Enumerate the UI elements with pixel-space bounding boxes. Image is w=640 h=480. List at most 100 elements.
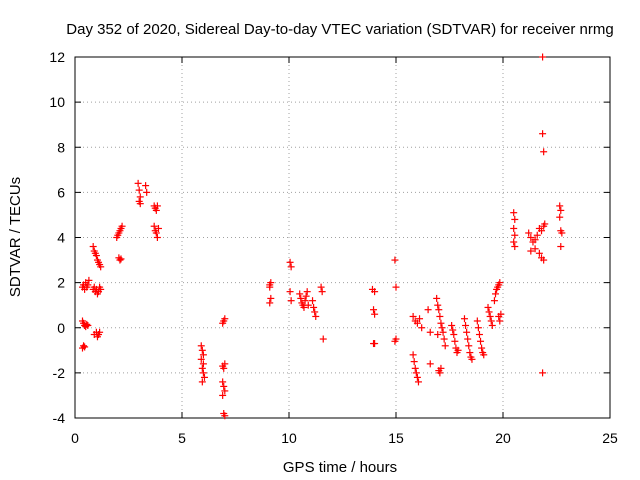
data-point xyxy=(153,202,161,210)
data-point xyxy=(199,360,207,368)
data-point xyxy=(478,344,486,352)
data-point xyxy=(286,258,294,266)
data-point xyxy=(318,288,326,296)
data-point xyxy=(539,53,547,61)
data-point xyxy=(80,342,88,350)
data-point xyxy=(450,331,458,339)
data-point xyxy=(488,321,496,329)
data-point xyxy=(200,373,208,381)
data-point xyxy=(154,224,162,232)
x-tick-label: 10 xyxy=(281,430,297,446)
data-point xyxy=(533,231,541,239)
data-point xyxy=(391,256,399,264)
data-point xyxy=(426,360,434,368)
data-point xyxy=(221,360,229,368)
data-point xyxy=(219,319,227,327)
data-point xyxy=(510,209,518,217)
y-tick-label: 2 xyxy=(57,275,65,291)
y-tick-label: -2 xyxy=(53,365,66,381)
data-point xyxy=(221,412,229,420)
data-point xyxy=(409,312,417,320)
data-point xyxy=(510,224,518,232)
data-point xyxy=(84,281,92,289)
data-point xyxy=(152,206,160,214)
data-point xyxy=(301,297,309,305)
data-point xyxy=(485,308,493,316)
data-point xyxy=(510,238,518,246)
data-point xyxy=(319,335,327,343)
data-point xyxy=(414,378,422,386)
data-point xyxy=(311,308,319,316)
data-point xyxy=(118,222,126,230)
data-point xyxy=(143,188,151,196)
data-point xyxy=(496,279,504,287)
data-point xyxy=(466,349,474,357)
y-tick-label: 8 xyxy=(57,139,65,155)
x-axis-label: GPS time / hours xyxy=(283,459,397,476)
data-point xyxy=(97,285,105,293)
data-point xyxy=(557,206,565,214)
data-point xyxy=(531,245,539,253)
data-points xyxy=(78,53,566,420)
data-point xyxy=(197,342,205,350)
data-point xyxy=(220,364,228,372)
data-point xyxy=(487,317,495,325)
data-point xyxy=(84,321,92,329)
y-tick-label: 10 xyxy=(49,94,65,110)
data-point xyxy=(433,294,441,302)
data-point xyxy=(480,351,488,359)
data-point xyxy=(97,263,105,271)
data-point xyxy=(468,355,476,363)
data-point xyxy=(462,321,470,329)
data-point xyxy=(136,200,144,208)
data-point xyxy=(266,299,274,307)
data-point xyxy=(496,317,504,325)
data-point xyxy=(511,215,519,223)
data-point xyxy=(199,369,207,377)
data-point xyxy=(477,337,485,345)
data-point xyxy=(538,227,546,235)
data-point xyxy=(297,294,305,302)
chart-title: Day 352 of 2020, Sidereal Day-to-day VTE… xyxy=(66,21,613,38)
data-point xyxy=(198,364,206,372)
data-point xyxy=(556,202,564,210)
data-point xyxy=(454,346,462,354)
data-point xyxy=(437,319,445,327)
data-point xyxy=(412,369,420,377)
axis-ticks: 0 5 10 15 20 25 -4 -2 0 2 4 6 8 10 12 xyxy=(49,49,618,446)
data-point xyxy=(434,331,442,339)
data-point xyxy=(85,276,93,284)
data-point xyxy=(437,364,445,372)
data-point xyxy=(539,369,547,377)
data-point xyxy=(153,234,161,241)
x-tick-label: 0 xyxy=(71,430,79,446)
data-point xyxy=(541,220,549,228)
data-point xyxy=(557,243,565,251)
data-point xyxy=(441,342,449,350)
data-point xyxy=(142,182,150,190)
data-point xyxy=(302,292,310,300)
data-point xyxy=(370,306,378,314)
data-point xyxy=(134,179,142,187)
data-point xyxy=(300,303,308,311)
data-point xyxy=(296,290,304,298)
data-point xyxy=(434,301,442,309)
data-point xyxy=(435,306,443,314)
data-point xyxy=(219,391,227,399)
data-point xyxy=(411,364,419,372)
data-point xyxy=(135,186,143,194)
data-point xyxy=(451,337,459,345)
data-point xyxy=(535,249,543,257)
data-point xyxy=(287,297,295,305)
data-point xyxy=(150,222,158,230)
data-point xyxy=(448,321,456,329)
y-tick-label: 6 xyxy=(57,184,65,200)
grid xyxy=(75,57,610,418)
data-point xyxy=(511,243,519,251)
data-point xyxy=(310,303,318,311)
data-point xyxy=(463,328,471,336)
data-point xyxy=(527,247,535,255)
data-point xyxy=(426,328,434,336)
